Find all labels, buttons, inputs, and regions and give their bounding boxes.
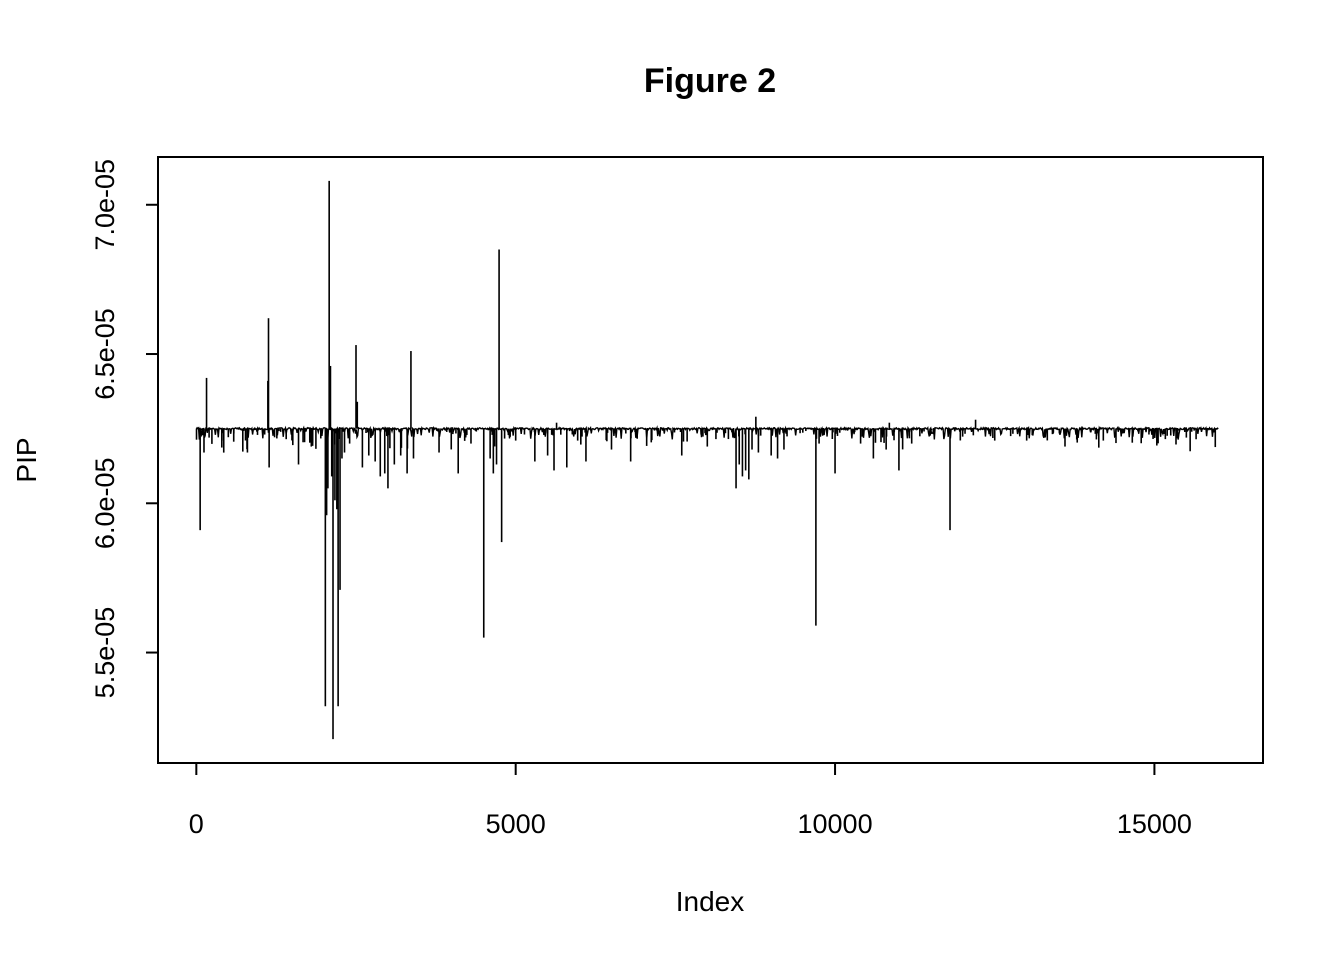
y-tick-label: 6.5e-05: [90, 308, 120, 400]
plot-frame: [157, 156, 1264, 764]
y-axis-label: PIP: [11, 437, 42, 482]
y-tick-label: 5.5e-05: [90, 607, 120, 699]
x-tick-label: 10000: [798, 809, 873, 839]
x-tick-label: 15000: [1117, 809, 1192, 839]
x-axis-label: Index: [676, 886, 745, 917]
y-tick-label: 7.0e-05: [90, 159, 120, 251]
chart-title: Figure 2: [644, 62, 776, 100]
y-tick-label: 6.0e-05: [90, 457, 120, 549]
x-axis-ticks: 0 5000 10000 15000: [189, 763, 1192, 839]
pip-series: [195, 180, 1219, 740]
y-axis-ticks: 5.5e-05 6.0e-05 6.5e-05 7.0e-05: [90, 159, 158, 698]
x-tick-label: 5000: [486, 809, 546, 839]
x-tick-label: 0: [189, 809, 204, 839]
